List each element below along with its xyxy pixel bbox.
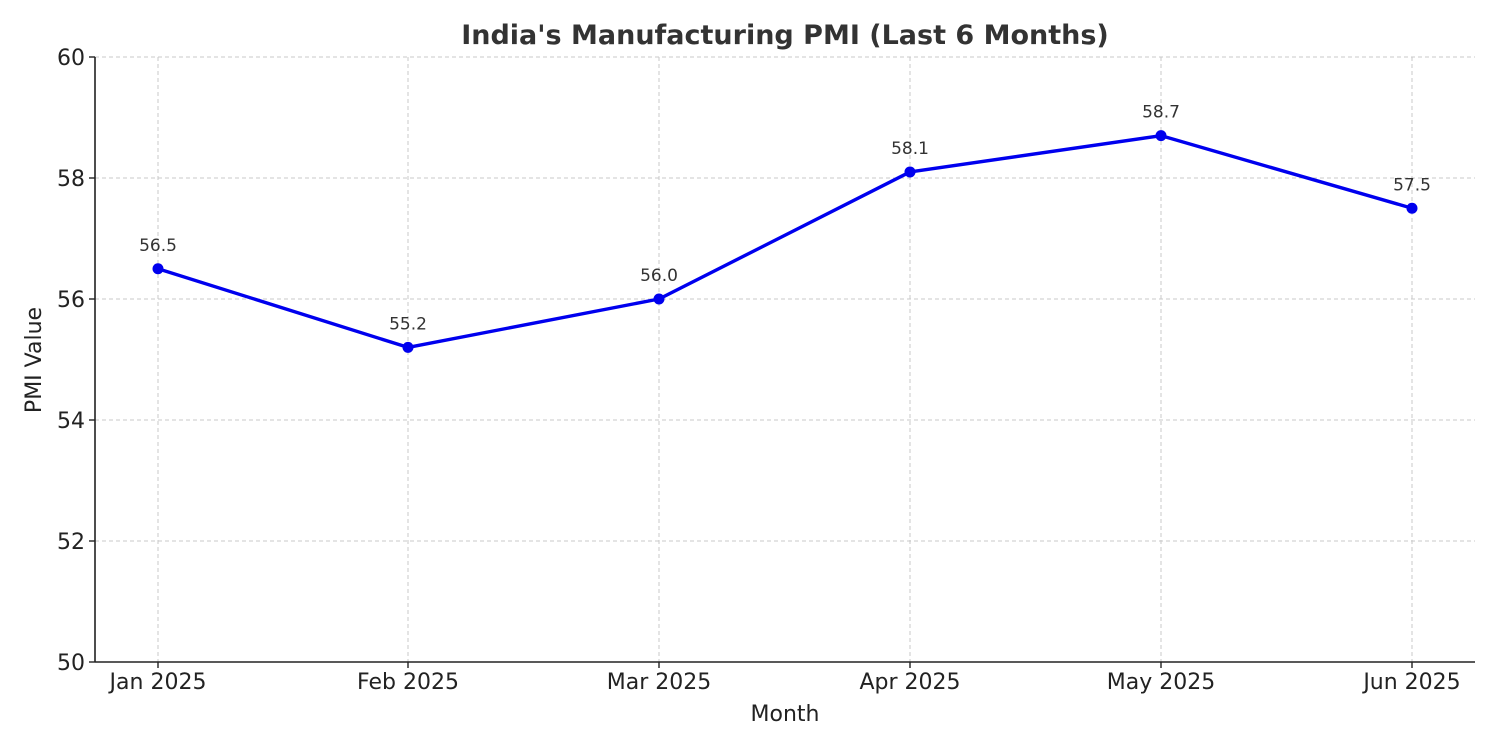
y-tick-label: 58 bbox=[57, 167, 85, 192]
data-point-label: 57.5 bbox=[1393, 175, 1431, 195]
y-axis-label: PMI Value bbox=[22, 307, 47, 413]
x-tick-label: May 2025 bbox=[1107, 670, 1215, 695]
data-point-label: 55.2 bbox=[389, 314, 427, 334]
data-point-label: 58.7 bbox=[1142, 103, 1180, 123]
data-point-label: 56.0 bbox=[640, 266, 678, 286]
x-tick-label: Apr 2025 bbox=[859, 670, 960, 695]
data-point-marker bbox=[1155, 130, 1167, 142]
data-labels: 56.5 55.2 56.0 58.1 58.7 57.5 bbox=[139, 103, 1431, 335]
data-point-marker bbox=[904, 166, 916, 178]
data-point-label: 58.1 bbox=[891, 139, 929, 159]
y-tick-label: 52 bbox=[57, 530, 85, 555]
ticks: 50 52 54 56 58 60 Jan 2025 Feb 2025 Mar 2025 Apr … bbox=[57, 46, 1461, 695]
x-tick-label: Feb 2025 bbox=[357, 670, 459, 695]
y-tick-label: 60 bbox=[57, 46, 85, 71]
axes bbox=[94, 57, 1475, 663]
y-tick-label: 56 bbox=[57, 288, 85, 313]
x-tick-label: Jun 2025 bbox=[1361, 670, 1460, 695]
data-point-marker bbox=[152, 263, 164, 275]
series bbox=[152, 130, 1418, 353]
y-tick-label: 50 bbox=[57, 651, 85, 676]
series-line bbox=[157, 133, 1413, 350]
grid bbox=[95, 56, 1475, 663]
data-point-marker bbox=[402, 341, 414, 353]
x-tick-label: Jan 2025 bbox=[108, 670, 207, 695]
data-point-marker bbox=[653, 293, 665, 305]
data-point-marker bbox=[1406, 202, 1418, 214]
x-axis-label: Month bbox=[751, 702, 820, 727]
y-tick-label: 54 bbox=[57, 409, 85, 434]
data-point-label: 56.5 bbox=[139, 236, 177, 256]
chart-title: India's Manufacturing PMI (Last 6 Months… bbox=[461, 20, 1109, 51]
x-tick-label: Mar 2025 bbox=[607, 670, 712, 695]
